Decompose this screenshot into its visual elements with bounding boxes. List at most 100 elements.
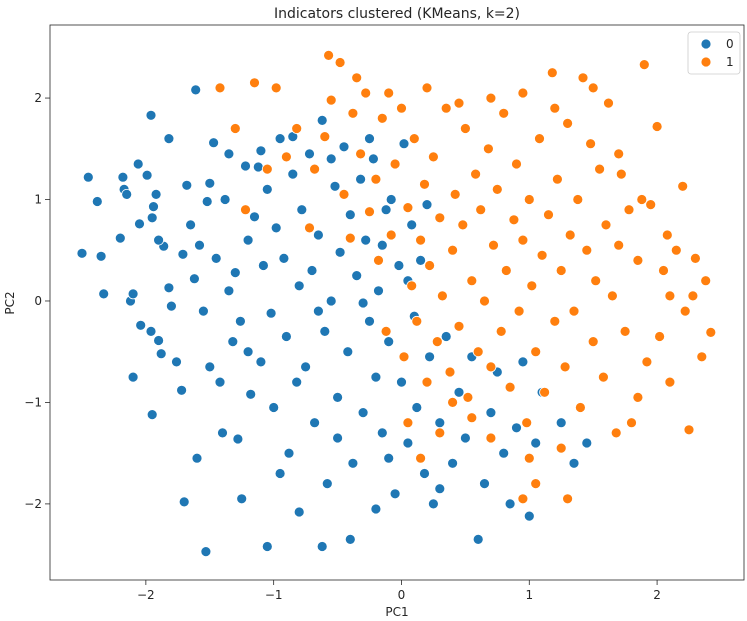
scatter-point-cluster-0 bbox=[370, 503, 382, 515]
scatter-point-cluster-0 bbox=[360, 234, 372, 246]
scatter-point-cluster-0 bbox=[134, 218, 145, 230]
scatter-point-cluster-0 bbox=[236, 493, 248, 505]
scatter-point-cluster-0 bbox=[321, 478, 333, 490]
scatter-point-cluster-0 bbox=[373, 285, 384, 297]
scatter-point-cluster-1 bbox=[488, 239, 499, 251]
scatter-point-cluster-1 bbox=[338, 188, 350, 200]
scatter-point-cluster-1 bbox=[389, 158, 401, 170]
scatter-point-cluster-0 bbox=[498, 447, 510, 459]
scatter-point-cluster-1 bbox=[309, 163, 321, 175]
scatter-point-cluster-0 bbox=[146, 212, 158, 224]
scatter-point-cluster-0 bbox=[163, 133, 175, 145]
scatter-point-cluster-1 bbox=[700, 275, 712, 287]
legend-label-cluster-1: 1 bbox=[726, 55, 734, 69]
scatter-point-cluster-1 bbox=[508, 214, 520, 226]
scatter-point-cluster-0 bbox=[190, 84, 202, 96]
scatter-point-cluster-1 bbox=[280, 151, 292, 163]
scatter-point-cluster-1 bbox=[431, 336, 443, 348]
scatter-point-cluster-1 bbox=[402, 417, 414, 429]
scatter-point-cluster-1 bbox=[607, 290, 618, 302]
scatter-point-cluster-1 bbox=[447, 396, 459, 408]
scatter-point-cluster-0 bbox=[117, 171, 129, 183]
scatter-point-cluster-1 bbox=[594, 163, 605, 175]
scatter-point-cluster-1 bbox=[521, 417, 533, 429]
scatter-point-cluster-1 bbox=[396, 102, 407, 114]
scatter-point-cluster-0 bbox=[145, 325, 157, 337]
scatter-point-cluster-0 bbox=[208, 137, 220, 149]
scatter-point-cluster-0 bbox=[255, 356, 267, 368]
scatter-point-cluster-1 bbox=[549, 315, 561, 327]
scatter-point-cluster-1 bbox=[424, 260, 436, 271]
scatter-point-cluster-0 bbox=[459, 432, 471, 444]
scatter-point-cluster-0 bbox=[232, 433, 244, 445]
scatter-point-cluster-0 bbox=[293, 280, 305, 292]
scatter-point-cluster-0 bbox=[188, 273, 200, 285]
scatter-point-cluster-0 bbox=[178, 496, 190, 508]
scatter-point-cluster-0 bbox=[357, 297, 369, 309]
scatter-point-cluster-1 bbox=[444, 366, 456, 378]
scatter-point-cluster-1 bbox=[504, 381, 516, 393]
scatter-point-cluster-0 bbox=[385, 194, 397, 205]
scatter-point-cluster-1 bbox=[638, 59, 650, 70]
scatter-point-cluster-0 bbox=[278, 252, 290, 264]
scatter-point-cluster-1 bbox=[434, 427, 446, 439]
scatter-point-cluster-1 bbox=[577, 72, 589, 84]
scatter-point-cluster-0 bbox=[427, 498, 439, 510]
scatter-point-cluster-1 bbox=[447, 244, 459, 256]
scatter-point-cluster-0 bbox=[255, 145, 267, 157]
scatter-point-cluster-0 bbox=[274, 133, 286, 145]
scatter-point-cluster-0 bbox=[419, 468, 430, 479]
scatter-point-cluster-1 bbox=[434, 212, 446, 224]
scatter-point-cluster-0 bbox=[240, 160, 251, 172]
scatter-point-cluster-1 bbox=[552, 173, 563, 185]
scatter-point-cluster-0 bbox=[376, 427, 388, 439]
scatter-point-cluster-1 bbox=[705, 326, 717, 338]
scatter-point-cluster-1 bbox=[645, 199, 657, 211]
scatter-point-cluster-0 bbox=[440, 331, 452, 342]
scatter-point-cluster-0 bbox=[398, 138, 410, 150]
scatter-point-cluster-1 bbox=[587, 82, 599, 94]
scatter-point-cluster-1 bbox=[526, 280, 538, 292]
scatter-point-cluster-0 bbox=[472, 534, 484, 545]
scatter-point-cluster-0 bbox=[329, 180, 341, 192]
scatter-point-cluster-1 bbox=[229, 123, 241, 134]
scatter-point-cluster-1 bbox=[351, 72, 363, 84]
scatter-point-cluster-0 bbox=[300, 361, 312, 373]
scatter-point-cluster-1 bbox=[581, 244, 593, 256]
scatter-point-cluster-1 bbox=[419, 178, 430, 190]
scatter-point-cluster-1 bbox=[415, 234, 427, 246]
scatter-point-cluster-1 bbox=[575, 402, 586, 413]
scatter-point-cluster-1 bbox=[696, 351, 708, 363]
scatter-point-cluster-1 bbox=[482, 143, 494, 155]
scatter-point-cluster-0 bbox=[194, 239, 205, 251]
plot-frame bbox=[49, 24, 745, 581]
scatter-point-cluster-0 bbox=[145, 109, 157, 121]
scatter-point-cluster-1 bbox=[517, 87, 529, 99]
scatter-point-cluster-1 bbox=[453, 320, 465, 332]
scatter-point-cluster-1 bbox=[517, 234, 529, 246]
scatter-point-cluster-1 bbox=[654, 331, 665, 342]
scatter-point-cluster-1 bbox=[355, 148, 367, 160]
x-tick-label: 1 bbox=[525, 588, 533, 602]
scatter-point-cluster-0 bbox=[132, 158, 144, 170]
scatter-point-cluster-0 bbox=[76, 247, 88, 259]
scatter-point-cluster-1 bbox=[585, 138, 596, 150]
scatter-point-cluster-0 bbox=[367, 153, 379, 165]
scatter-point-cluster-0 bbox=[242, 234, 254, 246]
scatter-point-cluster-1 bbox=[636, 194, 648, 205]
scatter-point-cluster-0 bbox=[316, 115, 328, 126]
scatter-point-cluster-1 bbox=[677, 180, 689, 192]
scatter-point-cluster-0 bbox=[402, 437, 414, 449]
scatter-point-cluster-1 bbox=[670, 244, 682, 256]
scatter-point-cluster-1 bbox=[600, 219, 612, 231]
scatter-point-cluster-0 bbox=[517, 356, 529, 368]
scatter-point-cluster-1 bbox=[421, 376, 433, 388]
scatter-point-cluster-0 bbox=[332, 432, 344, 444]
scatter-point-cluster-0 bbox=[406, 219, 418, 231]
scatter-point-cluster-0 bbox=[280, 331, 292, 342]
scatter-point-cluster-1 bbox=[304, 222, 315, 234]
scatter-point-cluster-1 bbox=[376, 112, 388, 124]
scatter-point-cluster-1 bbox=[523, 452, 535, 464]
scatter-point-cluster-0 bbox=[217, 427, 228, 439]
scatter-point-cluster-0 bbox=[121, 188, 133, 200]
